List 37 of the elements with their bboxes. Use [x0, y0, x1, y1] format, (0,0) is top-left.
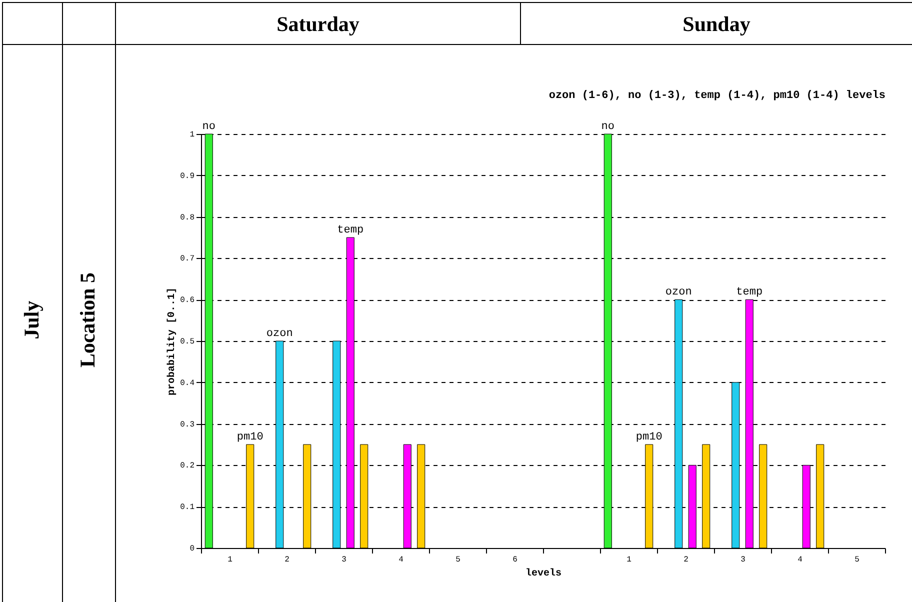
- y-tick-label: 0.6: [180, 296, 195, 306]
- x-tick-label: 5: [854, 556, 860, 564]
- x-tick-label: 2: [284, 556, 290, 564]
- series-label: ozon: [266, 328, 293, 340]
- y-tick-label: 0.7: [180, 254, 195, 264]
- text: no: [601, 121, 614, 133]
- y-tick-label: 0.9: [180, 172, 195, 181]
- series-label: temp: [337, 224, 364, 236]
- y-tick-label: 0.8: [180, 213, 195, 222]
- x-tick-label: 6: [512, 556, 518, 564]
- series-label: pm10: [236, 432, 264, 444]
- y-tick-label: 0.3: [180, 420, 195, 430]
- x-tick-label: 3: [740, 556, 746, 564]
- x-tick-label: 3: [342, 556, 347, 564]
- x-tick-label: 1: [626, 556, 632, 564]
- text: ozon: [665, 286, 692, 299]
- x-tick-label: 4: [398, 556, 404, 564]
- x-axis-title: levels: [525, 568, 562, 580]
- series-label: no: [202, 121, 216, 133]
- x-tick-label: 1: [228, 556, 233, 564]
- x-tick-label: 5: [456, 556, 461, 564]
- text: Sunday: [682, 12, 752, 37]
- x-tick-label: 4: [798, 556, 803, 564]
- y-tick-label: 0.5: [180, 338, 195, 346]
- text: temp: [736, 286, 763, 299]
- chart-title: ozon (1-6), no (1-3), temp (1-4), pm10 (1-4) levels: [548, 90, 886, 102]
- text: Saturday: [276, 12, 360, 37]
- y-tick-label: 0.1: [180, 503, 195, 512]
- x-tick-label: 2: [684, 556, 689, 564]
- y-tick-label: 0: [190, 544, 195, 554]
- text: Location 5: [76, 272, 100, 368]
- text: pm10: [636, 432, 662, 444]
- y-tick-label: 1: [190, 130, 195, 140]
- text: July: [20, 300, 44, 340]
- y-axis-title: probability [0..1]: [166, 287, 178, 396]
- y-tick-label: 0.4: [180, 378, 195, 388]
- y-tick-label: 0.2: [180, 462, 195, 471]
